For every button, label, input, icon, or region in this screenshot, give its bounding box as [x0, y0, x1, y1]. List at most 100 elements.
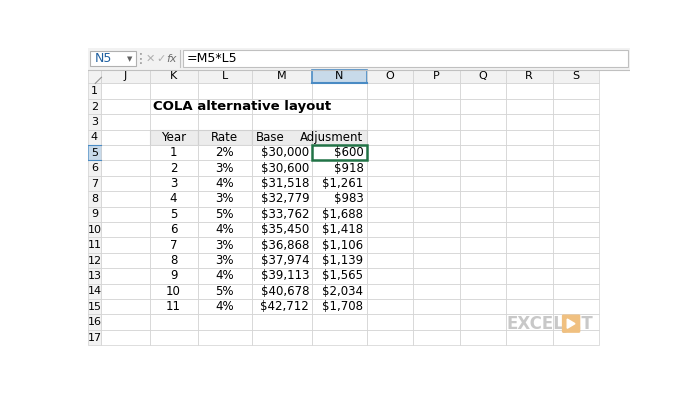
Bar [506, 238, 552, 253]
Bar [413, 99, 459, 114]
Bar [197, 253, 252, 268]
Bar [413, 330, 459, 345]
Text: R: R [526, 72, 533, 82]
Bar [459, 314, 506, 330]
Text: Rate: Rate [211, 131, 238, 144]
Bar [312, 160, 367, 176]
Bar [102, 191, 150, 207]
Bar [312, 130, 367, 145]
Bar [413, 207, 459, 222]
Bar [197, 207, 252, 222]
Bar [252, 191, 312, 207]
Bar [413, 253, 459, 268]
Bar [459, 130, 506, 145]
Bar [252, 299, 312, 314]
Bar [252, 238, 312, 253]
Bar [367, 114, 413, 130]
Bar [102, 176, 150, 191]
Bar [150, 145, 197, 160]
Bar [506, 84, 552, 99]
Bar [312, 284, 367, 299]
Bar [552, 268, 599, 284]
Bar [413, 130, 459, 145]
Text: Q: Q [478, 72, 487, 82]
Bar [252, 130, 312, 145]
Bar [552, 99, 599, 114]
Text: $40,678: $40,678 [260, 285, 309, 298]
Bar [88, 114, 102, 130]
Bar [367, 191, 413, 207]
Bar [252, 284, 312, 299]
Bar [102, 253, 150, 268]
Bar [102, 84, 150, 99]
Bar [413, 84, 459, 99]
Bar [197, 160, 252, 176]
Bar [506, 130, 552, 145]
Text: Adjusment: Adjusment [300, 131, 363, 144]
Bar [312, 268, 367, 284]
Bar [413, 160, 459, 176]
Bar [312, 191, 367, 207]
Text: N5: N5 [94, 52, 112, 65]
Bar [459, 145, 506, 160]
Text: 2: 2 [170, 162, 177, 175]
Text: O: O [386, 72, 394, 82]
Bar [88, 222, 102, 238]
Bar [102, 222, 150, 238]
Text: 3%: 3% [216, 162, 234, 175]
Bar [150, 84, 197, 99]
Bar [312, 253, 367, 268]
Bar [150, 222, 197, 238]
Bar [552, 238, 599, 253]
Bar [150, 145, 197, 160]
Bar [312, 160, 367, 176]
Bar [252, 84, 312, 99]
Text: L: L [221, 72, 228, 82]
Bar [552, 130, 599, 145]
Bar [252, 207, 312, 222]
Bar [150, 160, 197, 176]
Bar [413, 222, 459, 238]
Bar [150, 130, 197, 145]
Bar [312, 84, 367, 99]
Bar [252, 284, 312, 299]
Bar [102, 114, 150, 130]
Bar [312, 99, 367, 114]
Bar [88, 238, 102, 253]
Bar [312, 145, 367, 160]
Bar [102, 70, 150, 84]
Text: $36,868: $36,868 [261, 239, 309, 252]
Bar [367, 145, 413, 160]
Text: 12: 12 [88, 256, 102, 266]
Bar [197, 99, 252, 114]
Bar [312, 238, 367, 253]
Bar [102, 284, 150, 299]
Bar [197, 268, 252, 284]
Bar [367, 99, 413, 114]
Text: 1: 1 [91, 86, 98, 96]
Bar [459, 299, 506, 314]
Bar [88, 145, 102, 160]
Bar [459, 191, 506, 207]
Text: 3: 3 [170, 177, 177, 190]
Text: N: N [335, 72, 344, 82]
Bar [102, 238, 150, 253]
Bar [552, 114, 599, 130]
Bar [413, 299, 459, 314]
Bar [197, 191, 252, 207]
Text: 2%: 2% [216, 146, 234, 159]
Bar [88, 176, 102, 191]
Bar [88, 99, 102, 114]
Bar [506, 207, 552, 222]
Bar [197, 176, 252, 191]
Text: 5%: 5% [216, 208, 234, 221]
Bar [150, 284, 197, 299]
Text: 8: 8 [91, 194, 98, 204]
Text: 7: 7 [91, 178, 98, 188]
Text: 8: 8 [170, 254, 177, 267]
Bar [552, 84, 599, 99]
Bar [252, 299, 312, 314]
Bar [312, 176, 367, 191]
Bar [312, 330, 367, 345]
FancyBboxPatch shape [563, 315, 580, 332]
